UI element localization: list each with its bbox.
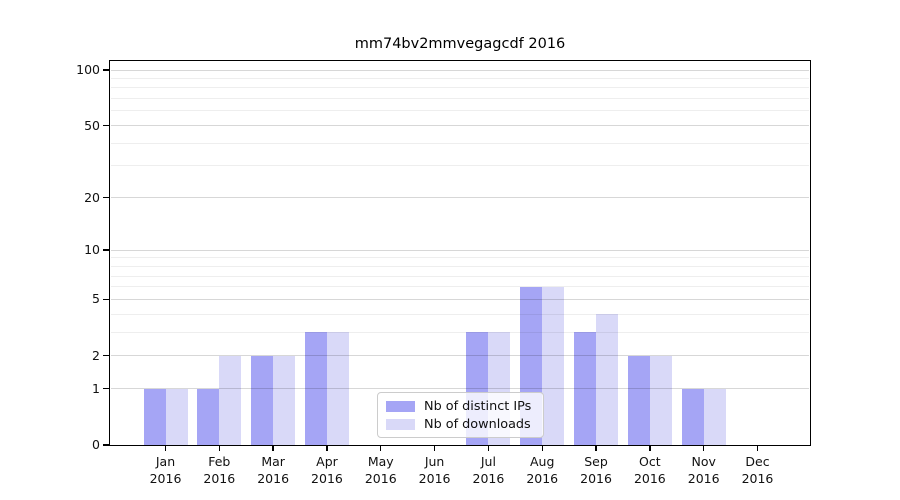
- legend: Nb of distinct IPs Nb of downloads: [377, 392, 544, 438]
- gridline-minor: [111, 77, 809, 79]
- bar-nb-of-distinct-ips: [143, 388, 166, 445]
- y-tick-label: 100: [76, 62, 100, 77]
- gridline-major: [111, 69, 809, 71]
- bar-nb-of-downloads: [165, 388, 188, 445]
- x-tick-mark: [487, 446, 490, 451]
- x-tick-mark: [218, 446, 220, 451]
- y-tick-label: 2: [92, 347, 100, 363]
- x-tick-mark: [702, 446, 705, 451]
- gridline-major: [111, 355, 809, 357]
- x-tick-label: Apr 2016: [311, 454, 343, 486]
- y-tick-mark: [103, 444, 109, 446]
- legend-label: Nb of downloads: [424, 416, 531, 432]
- y-tick-mark: [103, 196, 109, 199]
- gridline-minor: [111, 257, 809, 259]
- bar-nb-of-downloads: [542, 286, 565, 445]
- legend-item: Nb of downloads: [386, 417, 535, 432]
- x-tick-label: Jan 2016: [149, 454, 182, 486]
- bar-nb-of-downloads: [703, 388, 726, 445]
- x-tick-label: Mar 2016: [257, 454, 290, 486]
- x-tick-label: Jun 2016: [418, 454, 451, 486]
- x-tick-label: Dec 2016: [741, 454, 774, 486]
- legend-item: Nb of distinct IPs: [386, 399, 535, 414]
- gridline-minor: [111, 275, 809, 277]
- chart-title: mm74bv2mmvegagcdf 2016: [354, 36, 566, 52]
- y-tick-label: 20: [84, 189, 100, 205]
- x-tick-label: Nov 2016: [687, 454, 720, 486]
- legend-label: Nb of distinct IPs: [424, 398, 532, 414]
- x-tick-mark: [433, 446, 436, 451]
- bar-nb-of-downloads: [326, 332, 349, 445]
- y-tick-label: 5: [92, 291, 100, 307]
- bar-nb-of-downloads: [649, 355, 672, 445]
- x-tick-label: Oct 2016: [633, 454, 666, 486]
- x-tick-mark: [164, 446, 167, 451]
- bar-nb-of-distinct-ips: [627, 355, 650, 445]
- y-tick-mark: [103, 387, 109, 390]
- gridline-minor: [111, 110, 809, 112]
- y-tick-mark: [103, 355, 109, 357]
- gridline-major: [111, 298, 809, 300]
- bar-nb-of-downloads: [596, 314, 619, 445]
- x-tick-label: Feb 2016: [203, 454, 236, 486]
- bar-nb-of-distinct-ips: [197, 388, 220, 445]
- legend-swatch: [386, 418, 415, 430]
- y-tick-label: 1: [92, 380, 100, 396]
- gridline-minor: [111, 313, 809, 315]
- y-tick-mark: [103, 124, 109, 127]
- gridline-minor: [111, 142, 809, 144]
- x-tick-mark: [756, 446, 759, 451]
- x-tick-mark: [326, 446, 328, 451]
- y-tick-label: 50: [84, 117, 100, 133]
- bar-nb-of-downloads: [219, 355, 242, 445]
- gridline-major: [111, 197, 809, 199]
- x-tick-label: Aug 2016: [526, 454, 559, 486]
- x-tick-mark: [649, 446, 651, 451]
- x-tick-mark: [380, 446, 382, 451]
- gridline-minor: [111, 286, 809, 288]
- legend-swatch: [386, 400, 415, 412]
- gridline-minor: [111, 265, 809, 267]
- bar-nb-of-downloads: [273, 355, 296, 445]
- x-tick-label: Sep 2016: [580, 454, 612, 486]
- y-tick-label: 10: [84, 242, 100, 258]
- gridline-minor: [111, 165, 809, 167]
- x-tick-mark: [541, 446, 543, 451]
- y-tick-label: 0: [92, 437, 100, 452]
- x-tick-label: Jul 2016: [472, 454, 505, 486]
- gridline-minor: [111, 331, 809, 333]
- x-tick-mark: [272, 446, 274, 451]
- bar-nb-of-distinct-ips: [681, 388, 704, 445]
- x-tick-label: May 2016: [364, 454, 397, 486]
- x-tick-mark: [595, 446, 597, 451]
- bar-nb-of-distinct-ips: [574, 332, 597, 445]
- y-tick-mark: [103, 69, 109, 71]
- gridline-minor: [111, 87, 809, 89]
- gridline-major: [111, 125, 809, 127]
- y-tick-mark: [103, 249, 109, 251]
- y-tick-mark: [103, 298, 109, 301]
- bar-nb-of-distinct-ips: [304, 332, 327, 445]
- bar-nb-of-distinct-ips: [251, 355, 274, 445]
- gridline-minor: [111, 98, 809, 100]
- gridline-major: [111, 249, 809, 251]
